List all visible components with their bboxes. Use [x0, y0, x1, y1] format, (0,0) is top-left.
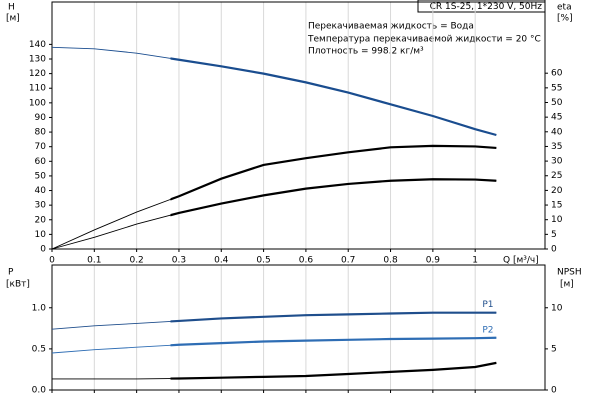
- y-tick-label: 100: [29, 98, 46, 108]
- series-line: [51, 337, 497, 354]
- y-tick-label: 10: [35, 230, 47, 240]
- plot-frame: [51, 264, 546, 391]
- y-tick-label: 110: [29, 84, 46, 94]
- y-tick-label: 70: [35, 142, 47, 152]
- series-label: P1: [482, 300, 493, 310]
- plot-frame: [51, 1, 546, 250]
- y2-tick-label: 35: [551, 142, 562, 152]
- x-tick-label: 0.3: [172, 256, 186, 266]
- y2-tick-label: 20: [551, 186, 563, 196]
- chart-title: CR 1S-25, 1*230 V, 50Hz: [430, 2, 543, 12]
- y-tick-label: 1.0: [32, 303, 47, 313]
- series-line: [51, 178, 497, 250]
- series-line: [51, 312, 497, 330]
- x-tick-label: 0.4: [214, 256, 229, 266]
- y2-tick-label: 40: [551, 127, 563, 137]
- y-axis-unit: [м]: [6, 14, 20, 24]
- y2-tick-label: 10: [551, 215, 563, 225]
- x-tick-label: 0.2: [129, 256, 143, 266]
- y2-tick-label: 5: [551, 344, 557, 354]
- y2-tick-label: 15: [551, 201, 562, 211]
- x-tick-label: 0.8: [383, 256, 398, 266]
- y2-tick-label: 5: [551, 230, 557, 240]
- y-tick-label: 30: [35, 201, 47, 211]
- y-tick-label: 60: [35, 157, 47, 167]
- x-axis-label: Q [м³/ч]: [503, 256, 539, 266]
- y-axis-label: P: [8, 268, 14, 278]
- y-axis-label: H: [8, 3, 15, 13]
- y2-tick-label: 0: [551, 386, 557, 396]
- y-tick-label: 130: [29, 55, 46, 65]
- y-axis-unit: [кВт]: [6, 280, 30, 290]
- y2-tick-label: 10: [551, 303, 563, 313]
- y2-tick-label: 0: [551, 245, 557, 255]
- x-tick-label: 0.1: [87, 256, 101, 266]
- y2-tick-label: 55: [551, 83, 562, 93]
- y2-tick-label: 50: [551, 98, 563, 108]
- y-tick-label: 0.0: [32, 386, 47, 396]
- y2-tick-label: 25: [551, 171, 562, 181]
- x-tick-label: 1: [472, 256, 478, 266]
- series-line: [51, 145, 497, 250]
- y-tick-label: 120: [29, 69, 46, 79]
- series-line-operating: [170, 311, 497, 323]
- series-line-operating: [170, 144, 497, 201]
- y2-axis-label: NPSH: [557, 268, 582, 278]
- y2-tick-label: 30: [551, 157, 563, 167]
- series-line: [51, 46, 497, 136]
- y-tick-label: 20: [35, 215, 47, 225]
- y2-axis-label: eta: [557, 3, 572, 13]
- x-tick-label: 0.9: [426, 256, 441, 266]
- x-tick-label: 0: [49, 256, 55, 266]
- series-line-operating: [170, 57, 497, 137]
- series-line-operating: [170, 336, 497, 347]
- y-tick-label: 40: [35, 186, 47, 196]
- x-tick-label: 0.6: [299, 256, 314, 266]
- y-tick-label: 0.5: [32, 344, 46, 354]
- x-tick-label: 0.7: [341, 256, 355, 266]
- y-tick-label: 50: [35, 171, 47, 181]
- series-line-operating: [170, 361, 497, 380]
- y-tick-label: 90: [35, 113, 47, 123]
- annotation: Плотность = 998.2 кг/м³: [308, 47, 424, 57]
- x-tick-label: 0.5: [256, 256, 270, 266]
- y-tick-label: 0: [40, 245, 46, 255]
- y2-tick-label: 45: [551, 113, 562, 123]
- annotation: Температура перекачиваемой жидкости = 20…: [307, 35, 541, 45]
- y2-tick-label: 60: [551, 69, 563, 79]
- series-line-operating: [170, 178, 497, 217]
- series-label: P2: [482, 325, 493, 335]
- y-tick-label: 140: [29, 40, 46, 50]
- y2-axis-unit: [м]: [560, 280, 574, 290]
- y2-axis-unit: [%]: [557, 14, 573, 24]
- y-tick-label: 80: [35, 128, 47, 138]
